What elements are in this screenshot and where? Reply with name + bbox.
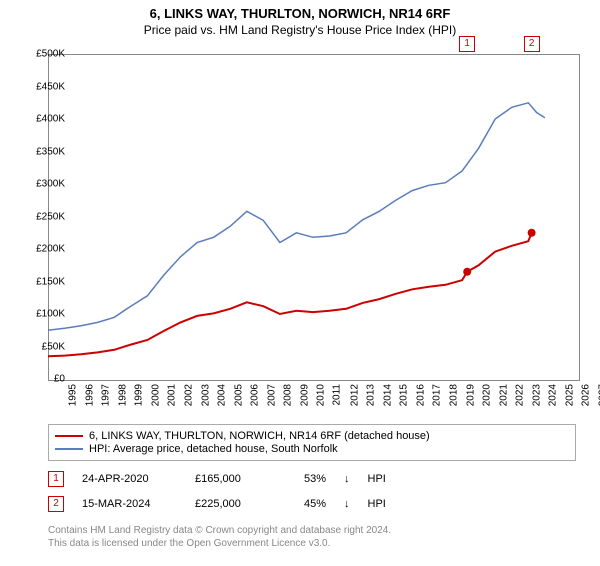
y-tick-label: £100K <box>20 309 65 320</box>
event-row-2: 2 15-MAR-2024 £225,000 45% ↓ HPI <box>48 496 578 512</box>
legend-item-price: 6, LINKS WAY, THURLTON, NORWICH, NR14 6R… <box>55 430 569 442</box>
legend-item-hpi: HPI: Average price, detached house, Sout… <box>55 443 569 455</box>
event-marker-2: 2 <box>48 496 64 512</box>
x-tick-label: 2014 <box>382 384 393 406</box>
marker-top-box: 1 <box>459 36 475 52</box>
x-tick-label: 2002 <box>183 384 194 406</box>
event-date-1: 24-APR-2020 <box>82 473 177 485</box>
y-tick-label: £200K <box>20 244 65 255</box>
x-tick-label: 2006 <box>249 384 260 406</box>
event-price-1: £165,000 <box>195 473 270 485</box>
event-pct-2: 45% <box>288 498 326 510</box>
x-tick-label: 2018 <box>448 384 459 406</box>
x-tick-label: 2004 <box>216 384 227 406</box>
marker-top-box: 2 <box>524 36 540 52</box>
x-tick-label: 2017 <box>432 384 443 406</box>
y-tick-label: £250K <box>20 211 65 222</box>
x-tick-label: 2005 <box>233 384 244 406</box>
y-tick-label: £400K <box>20 114 65 125</box>
y-tick-label: £350K <box>20 146 65 157</box>
event-vs-1: HPI <box>368 473 386 485</box>
x-tick-label: 2009 <box>299 384 310 406</box>
legend-label-price: 6, LINKS WAY, THURLTON, NORWICH, NR14 6R… <box>89 430 430 442</box>
y-tick-label: £0 <box>20 374 65 385</box>
x-tick-label: 2025 <box>564 384 575 406</box>
price-line <box>48 233 532 356</box>
y-tick-label: £300K <box>20 179 65 190</box>
x-tick-label: 2010 <box>316 384 327 406</box>
chart-container: 6, LINKS WAY, THURLTON, NORWICH, NR14 6R… <box>0 6 600 566</box>
attribution-line1: Contains HM Land Registry data © Crown c… <box>48 525 391 538</box>
x-tick-label: 2008 <box>283 384 294 406</box>
attribution: Contains HM Land Registry data © Crown c… <box>48 525 391 550</box>
x-tick-label: 2000 <box>150 384 161 406</box>
x-tick-label: 1997 <box>100 384 111 406</box>
x-tick-label: 1998 <box>117 384 128 406</box>
x-tick-label: 2003 <box>200 384 211 406</box>
x-tick-label: 2020 <box>481 384 492 406</box>
x-tick-label: 2023 <box>531 384 542 406</box>
x-tick-label: 2007 <box>266 384 277 406</box>
event-date-2: 15-MAR-2024 <box>82 498 177 510</box>
chart-subtitle: Price paid vs. HM Land Registry's House … <box>0 23 600 37</box>
x-tick-label: 2015 <box>399 384 410 406</box>
y-tick-label: £150K <box>20 276 65 287</box>
chart-title: 6, LINKS WAY, THURLTON, NORWICH, NR14 6R… <box>0 6 600 21</box>
y-tick-label: £50K <box>20 341 65 352</box>
x-tick-label: 2012 <box>349 384 360 406</box>
x-tick-label: 1995 <box>67 384 78 406</box>
x-tick-label: 1999 <box>134 384 145 406</box>
y-tick-label: £500K <box>20 49 65 60</box>
x-tick-label: 2021 <box>498 384 509 406</box>
event-arrow-1: ↓ <box>344 473 350 485</box>
x-tick-label: 2013 <box>365 384 376 406</box>
event-vs-2: HPI <box>368 498 386 510</box>
legend-label-hpi: HPI: Average price, detached house, Sout… <box>89 443 338 455</box>
x-tick-label: 2019 <box>465 384 476 406</box>
x-tick-label: 2024 <box>548 384 559 406</box>
x-tick-label: 2022 <box>514 384 525 406</box>
event-arrow-2: ↓ <box>344 498 350 510</box>
event-pct-1: 53% <box>288 473 326 485</box>
event-price-2: £225,000 <box>195 498 270 510</box>
legend-swatch-price <box>55 435 83 437</box>
event-row-1: 1 24-APR-2020 £165,000 53% ↓ HPI <box>48 471 578 487</box>
hpi-line <box>48 103 545 330</box>
y-tick-label: £450K <box>20 81 65 92</box>
x-tick-label: 2026 <box>581 384 592 406</box>
x-tick-label: 1996 <box>84 384 95 406</box>
x-tick-label: 2016 <box>415 384 426 406</box>
x-tick-label: 2001 <box>167 384 178 406</box>
x-tick-label: 2011 <box>332 384 343 406</box>
legend: 6, LINKS WAY, THURLTON, NORWICH, NR14 6R… <box>48 424 576 461</box>
attribution-line2: This data is licensed under the Open Gov… <box>48 538 391 551</box>
legend-swatch-hpi <box>55 448 83 450</box>
plot-svg <box>48 54 578 379</box>
event-marker-1: 1 <box>48 471 64 487</box>
